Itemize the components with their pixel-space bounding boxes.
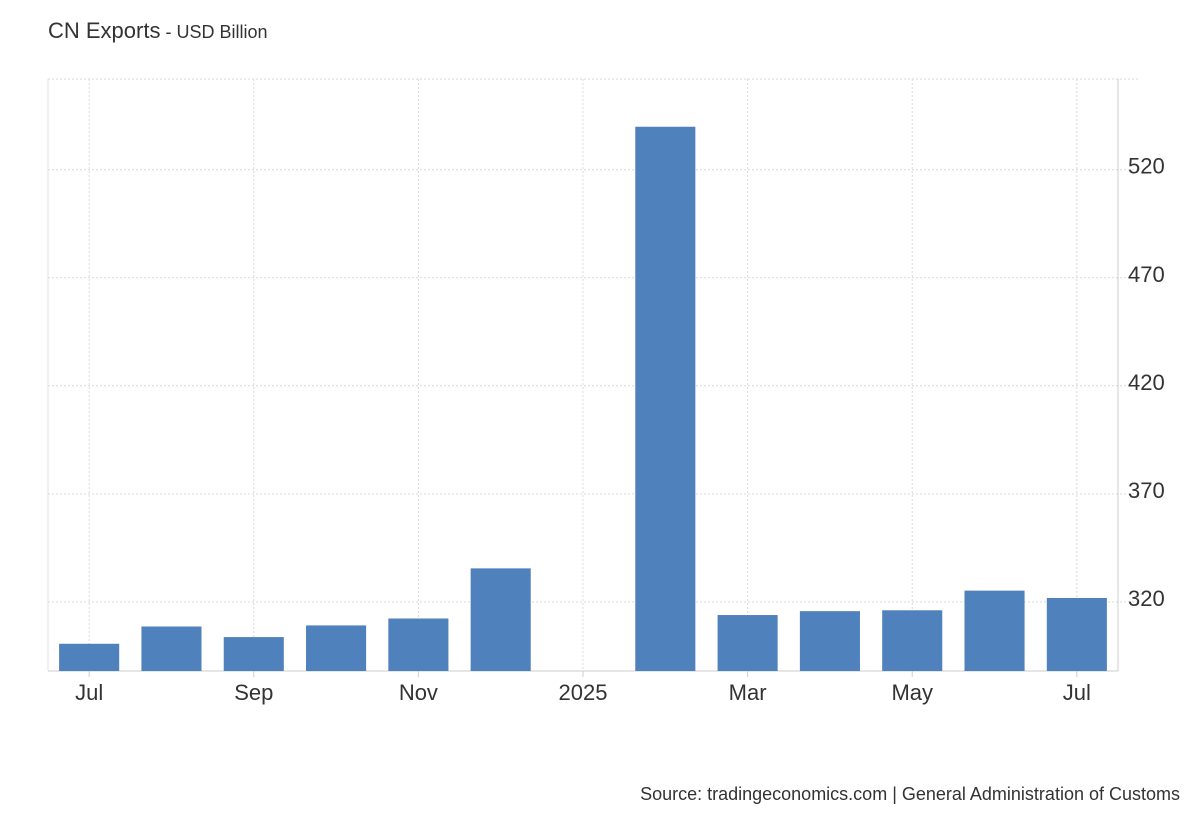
grid-lines	[48, 78, 1138, 671]
x-tick-label: 2025	[559, 680, 608, 705]
source-credit: Source: tradingeconomics.com | General A…	[640, 784, 1180, 804]
bar	[306, 625, 367, 671]
y-tick-label: 320	[1128, 586, 1165, 611]
title-separator: -	[160, 22, 177, 42]
bar	[141, 626, 202, 671]
x-tick-label: May	[891, 680, 933, 705]
y-axis-ticks: 320 370 420 470 520	[1128, 154, 1165, 611]
bar	[799, 611, 860, 671]
x-tick-label: Sep	[234, 680, 273, 705]
bar	[223, 637, 284, 671]
bar	[388, 618, 449, 671]
bar	[635, 126, 696, 671]
chart-title: CN Exports	[48, 18, 161, 43]
bar	[470, 568, 531, 671]
bar	[1046, 597, 1107, 671]
bar-chart: 320 370 420 470 520 Jul Sep Nov 2025 Mar May Jul	[47, 78, 1165, 705]
bar	[717, 615, 778, 671]
chart-header: CN Exports - USD Billion	[48, 18, 268, 44]
x-tick-label: Nov	[399, 680, 438, 705]
x-axis-ticks: Jul Sep Nov 2025 Mar May Jul	[75, 680, 1091, 705]
x-tick-label: Jul	[75, 680, 103, 705]
bar	[882, 610, 943, 671]
bar	[59, 643, 120, 671]
y-tick-label: 420	[1128, 370, 1165, 395]
bars	[59, 126, 1107, 671]
y-tick-label: 520	[1128, 154, 1165, 179]
x-tick-label: Jul	[1063, 680, 1091, 705]
y-tick-label: 470	[1128, 262, 1165, 287]
x-tick-label: Mar	[729, 680, 767, 705]
y-tick-label: 370	[1128, 478, 1165, 503]
bar	[964, 590, 1025, 671]
chart-subtitle: USD Billion	[176, 22, 268, 42]
